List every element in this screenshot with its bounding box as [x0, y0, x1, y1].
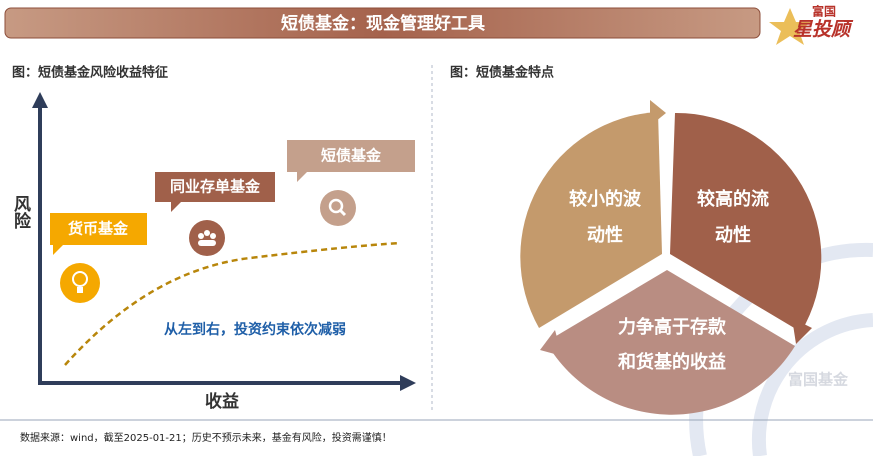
x-axis-label: 收益: [205, 391, 239, 412]
header-bar: [4, 7, 761, 39]
header-title: 短债基金：现金管理好工具: [281, 13, 485, 34]
logo-main: 星投顾: [793, 19, 854, 41]
logo-top: 富国: [812, 4, 836, 19]
right-panel-title: 图：短债基金特点: [450, 65, 554, 81]
segment-text: 动性: [715, 224, 751, 246]
segment: [520, 112, 662, 328]
annotation: 从左到右，投资约束依次减弱: [164, 321, 346, 338]
callout-ncd-fund: 同业存单基金: [155, 172, 275, 256]
callout-label: 短债基金: [321, 147, 382, 165]
callout-money-fund: 货币基金: [50, 213, 147, 303]
segment: [546, 270, 795, 415]
segment-text: 力争高于存款: [618, 316, 727, 338]
segment-text: 较小的波: [569, 188, 642, 210]
segment-text: 动性: [587, 224, 623, 246]
cycle-diagram: [520, 100, 822, 415]
left-panel-title: 图：短债基金风险收益特征: [12, 65, 168, 81]
footer: 数据来源：wind，截至2025-01-21；历史不预示未来，基金有风险，投资需…: [20, 431, 392, 444]
logo: 富国 星投顾: [769, 4, 854, 45]
trend-curve: [64, 241, 401, 366]
segment-text: 较高的流: [697, 188, 769, 210]
segment-text: 和货基的收益: [618, 351, 726, 373]
segment: [670, 112, 822, 332]
callout-label: 同业存单基金: [170, 178, 261, 196]
watermark: 富国基金: [788, 371, 849, 389]
callout-label: 货币基金: [68, 220, 129, 238]
callout-short-bond-fund: 短债基金: [287, 140, 415, 226]
y-axis-label: 风险: [10, 195, 31, 230]
